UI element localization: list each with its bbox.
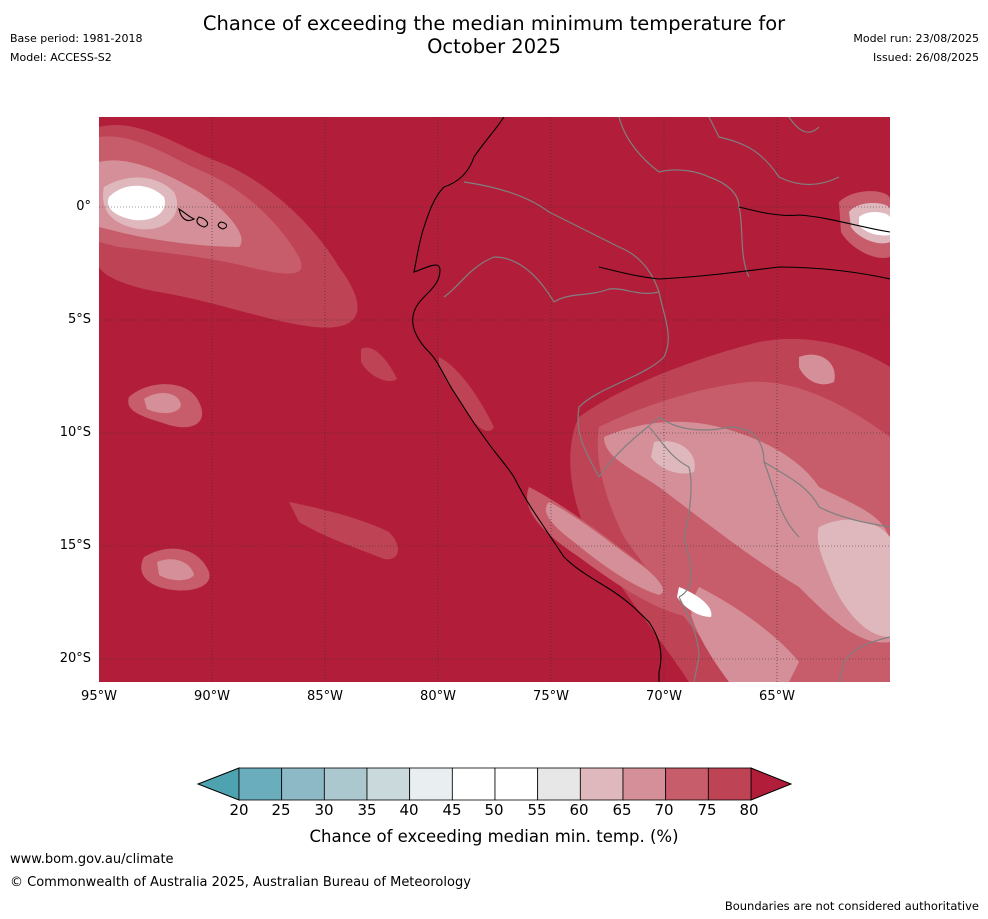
colorbar-segment [537,767,581,801]
colorbar-tick: 25 [271,801,291,819]
lon-label: 80°W [420,689,456,704]
lon-label: 75°W [533,689,569,704]
website-link[interactable]: www.bom.gov.au/climate [10,852,174,867]
colorbar-tick: 70 [654,801,674,819]
colorbar-tick: 75 [697,801,717,819]
country-borders [443,117,890,682]
map-gridlines [99,117,890,682]
title-line-2: October 2025 [427,35,561,58]
copyright: © Commonwealth of Australia 2025, Austra… [10,875,471,890]
colorbar-high-arrow [750,767,793,801]
lat-label: 20°S [59,651,91,666]
colorbar-tick: 30 [314,801,334,819]
coastlines [178,117,890,682]
colorbar-tick: 35 [357,801,377,819]
colorbar-segment [622,767,667,801]
lat-label: 0° [76,199,91,214]
colorbar-tick: 65 [612,801,632,819]
lat-label: 5°S [67,312,91,327]
lat-label: 15°S [59,538,91,553]
colorbar-segment [409,767,453,801]
colorbar-segment [494,767,539,801]
colorbar-segment [707,767,752,801]
lon-label: 70°W [646,689,682,704]
colorbar-segment [238,767,283,801]
colorbar-tick: 60 [569,801,589,819]
model-run: Model run: 23/08/2025 [853,32,979,45]
colorbar-segment [323,767,368,801]
lon-label: 85°W [307,689,343,704]
colorbar [196,767,793,801]
disclaimer: Boundaries are not considered authoritat… [724,899,979,913]
colorbar-low-arrow [196,767,240,801]
map-title: Chance of exceeding the median minimum t… [0,12,988,58]
lon-label: 95°W [81,689,117,704]
title-line-1: Chance of exceeding the median minimum t… [202,12,786,35]
colorbar-segment [281,767,325,801]
contour-ocean-patches [128,347,399,591]
contour-amazon-spot [839,191,890,258]
colorbar-tick: 20 [229,801,249,819]
issued-date: Issued: 26/08/2025 [872,51,979,64]
colorbar-segment [579,767,624,801]
lat-label: 10°S [59,425,91,440]
base-period: Base period: 1981-2018 [10,32,143,45]
colorbar-segment [366,767,411,801]
colorbar-segments [238,767,752,801]
probability-map [99,117,890,682]
contour-galapagos-band [99,125,358,328]
colorbar-tick: 40 [399,801,419,819]
colorbar-tick: 55 [527,801,547,819]
colorbar-segment [665,767,709,801]
colorbar-segment [451,767,496,801]
model-name: Model: ACCESS-S2 [10,51,112,64]
colorbar-label: Chance of exceeding median min. temp. (%… [309,827,679,846]
lon-label: 90°W [194,689,230,704]
colorbar-tick: 50 [484,801,504,819]
lon-label: 65°W [759,689,795,704]
colorbar-tick: 80 [739,801,759,819]
colorbar-tick: 45 [442,801,462,819]
